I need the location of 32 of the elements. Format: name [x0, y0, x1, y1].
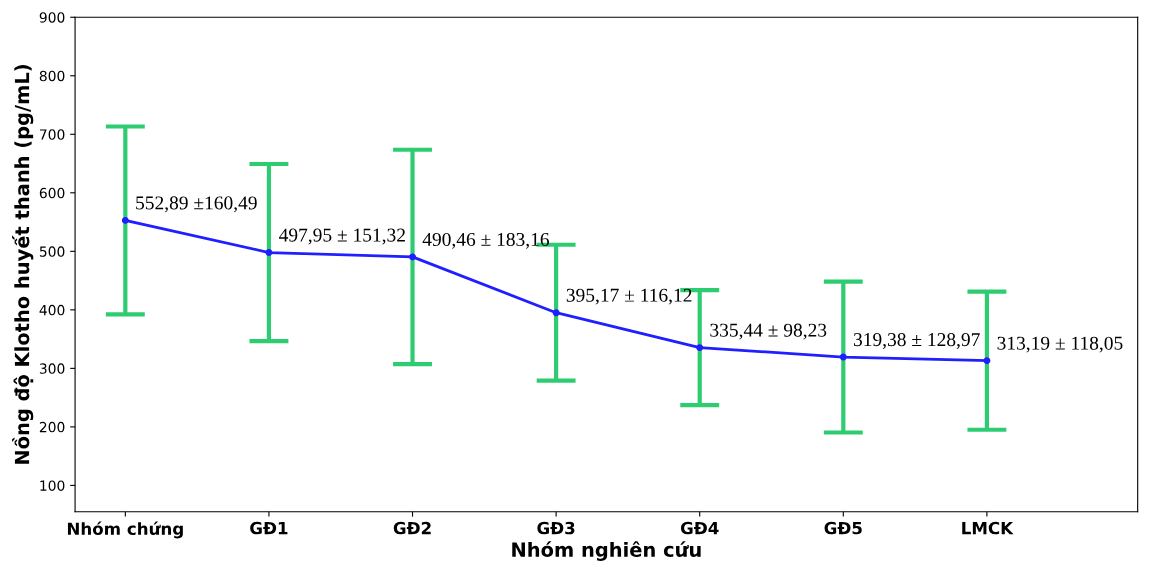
x-tick-label: LMCK: [962, 521, 1014, 535]
data-label: 335,44 ± 98,23: [710, 323, 827, 340]
y-tick-label: 300: [39, 363, 65, 374]
data-label: 552,89 ±160,49: [136, 196, 257, 213]
x-axis-title: Nhóm nghiên cứu: [512, 541, 701, 561]
y-tick-label: 500: [39, 246, 65, 257]
point: [409, 253, 416, 261]
point: [696, 344, 704, 352]
y-tick-label: 200: [39, 421, 65, 433]
x-tick-label: GĐ5: [824, 521, 862, 535]
x-tick-label: Nhóm chứng: [67, 521, 183, 539]
y-tick-label: 900: [39, 12, 65, 23]
data-label: 313,19 ± 118,05: [997, 336, 1123, 353]
data-label: 319,38 ± 128,97: [853, 333, 980, 349]
x-tick-label: GĐ1: [250, 521, 288, 535]
data-label: 490,46 ± 183,16: [422, 232, 549, 249]
data-label: 497,95 ± 151,32: [279, 228, 405, 245]
y-axis-title: Nồng độ Klotho huyết thanh (pg/mL): [12, 65, 34, 464]
point: [265, 249, 273, 257]
y-tick-label: 600: [39, 187, 65, 199]
y-tick-label: 800: [39, 70, 65, 82]
y-tick-label: 700: [39, 129, 65, 140]
x-tick-label: GĐ4: [680, 521, 719, 535]
y-tick-label: 400: [39, 304, 65, 316]
point: [121, 216, 129, 224]
point: [983, 357, 991, 365]
x-tick-label: GĐ2: [393, 521, 431, 535]
point: [839, 353, 847, 361]
point: [552, 309, 560, 317]
data-label: 395,17 ± 116,12: [566, 288, 692, 305]
y-tick-label: 100: [40, 480, 65, 491]
x-tick-label: GĐ3: [537, 521, 575, 535]
